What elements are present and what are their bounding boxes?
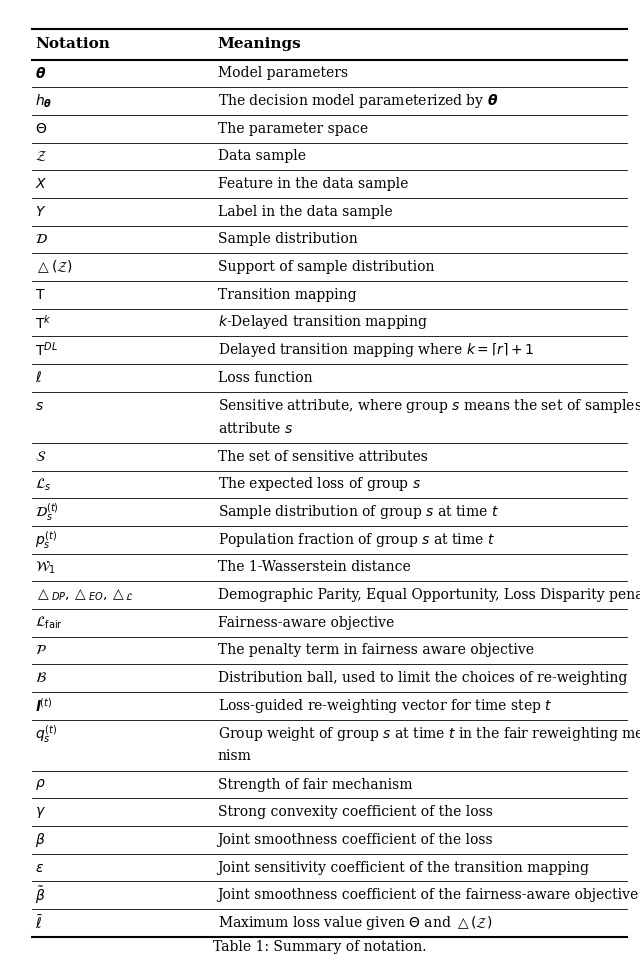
Text: $\mathcal{D}$: $\mathcal{D}$ — [35, 232, 48, 247]
Text: $\mathrm{T}^k$: $\mathrm{T}^k$ — [35, 314, 52, 331]
Text: $\mathcal{B}$: $\mathcal{B}$ — [35, 671, 47, 686]
Text: $\triangle_{DP}, \triangle_{EO}, \triangle_{\mathcal{L}}$: $\triangle_{DP}, \triangle_{EO}, \triang… — [35, 587, 134, 603]
Text: The set of sensitive attributes: The set of sensitive attributes — [218, 450, 428, 464]
Text: $\mathcal{L}_s$: $\mathcal{L}_s$ — [35, 476, 52, 492]
Text: Model parameters: Model parameters — [218, 66, 348, 81]
Text: $\beta$: $\beta$ — [35, 831, 45, 849]
Text: $\mathcal{P}$: $\mathcal{P}$ — [35, 644, 47, 657]
Text: attribute $s$: attribute $s$ — [218, 421, 293, 436]
Text: $\gamma$: $\gamma$ — [35, 805, 46, 820]
Text: $\bar{\ell}$: $\bar{\ell}$ — [35, 914, 43, 932]
Text: $\boldsymbol{\theta}$: $\boldsymbol{\theta}$ — [35, 66, 46, 81]
Text: $Y$: $Y$ — [35, 205, 47, 218]
Text: Table 1: Summary of notation.: Table 1: Summary of notation. — [213, 940, 427, 954]
Text: $\mathrm{T}^{DL}$: $\mathrm{T}^{DL}$ — [35, 341, 58, 359]
Text: $\tilde{\beta}$: $\tilde{\beta}$ — [35, 885, 45, 906]
Text: Strong convexity coefficient of the loss: Strong convexity coefficient of the loss — [218, 805, 492, 820]
Text: Strength of fair mechanism: Strength of fair mechanism — [218, 778, 412, 791]
Text: Loss-guided re-weighting vector for time step $t$: Loss-guided re-weighting vector for time… — [218, 697, 552, 715]
Text: Delayed transition mapping where $k = \lceil r \rceil + 1$: Delayed transition mapping where $k = \l… — [218, 341, 534, 359]
Text: $\mathcal{W}_1$: $\mathcal{W}_1$ — [35, 559, 56, 576]
Text: $q_s^{(t)}$: $q_s^{(t)}$ — [35, 723, 57, 745]
Text: The 1-Wasserstein distance: The 1-Wasserstein distance — [218, 560, 410, 575]
Text: Distribution ball, used to limit the choices of re-weighting: Distribution ball, used to limit the cho… — [218, 671, 627, 686]
Text: Meanings: Meanings — [218, 37, 301, 51]
Text: $\Theta$: $\Theta$ — [35, 121, 47, 136]
Text: $\mathcal{Z}$: $\mathcal{Z}$ — [35, 150, 47, 163]
Text: $p_s^{(t)}$: $p_s^{(t)}$ — [35, 529, 57, 551]
Text: nism: nism — [218, 750, 252, 763]
Text: Joint smoothness coefficient of the fairness-aware objective: Joint smoothness coefficient of the fair… — [218, 888, 639, 902]
Text: $s$: $s$ — [35, 399, 44, 413]
Text: $\mathcal{D}_s^{(t)}$: $\mathcal{D}_s^{(t)}$ — [35, 501, 59, 523]
Text: $\ell$: $\ell$ — [35, 370, 42, 385]
Text: Sensitive attribute, where group $s$ means the set of samples with: Sensitive attribute, where group $s$ mea… — [218, 397, 640, 415]
Text: Sample distribution of group $s$ at time $t$: Sample distribution of group $s$ at time… — [218, 503, 499, 521]
Text: Joint sensitivity coefficient of the transition mapping: Joint sensitivity coefficient of the tra… — [218, 860, 589, 875]
Text: $\mathcal{L}_{\mathrm{fair}}$: $\mathcal{L}_{\mathrm{fair}}$ — [35, 615, 63, 631]
Text: $\boldsymbol{l}^{(t)}$: $\boldsymbol{l}^{(t)}$ — [35, 697, 52, 715]
Text: Transition mapping: Transition mapping — [218, 287, 356, 302]
Text: Label in the data sample: Label in the data sample — [218, 205, 392, 218]
Text: Population fraction of group $s$ at time $t$: Population fraction of group $s$ at time… — [218, 531, 495, 549]
Text: Loss function: Loss function — [218, 371, 312, 385]
Text: $X$: $X$ — [35, 177, 47, 191]
Text: $h_{\boldsymbol{\theta}}$: $h_{\boldsymbol{\theta}}$ — [35, 92, 52, 110]
Text: Joint smoothness coefficient of the loss: Joint smoothness coefficient of the loss — [218, 833, 493, 847]
Text: Support of sample distribution: Support of sample distribution — [218, 260, 434, 274]
Text: Demographic Parity, Equal Opportunity, Loss Disparity penalty: Demographic Parity, Equal Opportunity, L… — [218, 588, 640, 602]
Text: $k$-Delayed transition mapping: $k$-Delayed transition mapping — [218, 314, 428, 331]
Text: $\mathcal{S}$: $\mathcal{S}$ — [35, 450, 47, 464]
Text: Data sample: Data sample — [218, 150, 306, 163]
Text: The expected loss of group $s$: The expected loss of group $s$ — [218, 476, 420, 493]
Text: Maximum loss value given $\Theta$ and $\triangle(\mathcal{Z})$: Maximum loss value given $\Theta$ and $\… — [218, 914, 492, 932]
Text: $\triangle(\mathcal{Z})$: $\triangle(\mathcal{Z})$ — [35, 259, 74, 276]
Text: $\mathrm{T}$: $\mathrm{T}$ — [35, 287, 45, 302]
Text: Fairness-aware objective: Fairness-aware objective — [218, 616, 394, 630]
Text: $\epsilon$: $\epsilon$ — [35, 860, 44, 875]
Text: Feature in the data sample: Feature in the data sample — [218, 177, 408, 191]
Text: $\rho$: $\rho$ — [35, 777, 46, 792]
Text: Notation: Notation — [35, 37, 110, 51]
Text: Group weight of group $s$ at time $t$ in the fair reweighting mecha-: Group weight of group $s$ at time $t$ in… — [218, 725, 640, 743]
Text: The parameter space: The parameter space — [218, 121, 368, 136]
Text: The decision model parameterized by $\boldsymbol{\theta}$: The decision model parameterized by $\bo… — [218, 92, 498, 110]
Text: The penalty term in fairness aware objective: The penalty term in fairness aware objec… — [218, 644, 534, 657]
Text: Sample distribution: Sample distribution — [218, 232, 357, 247]
